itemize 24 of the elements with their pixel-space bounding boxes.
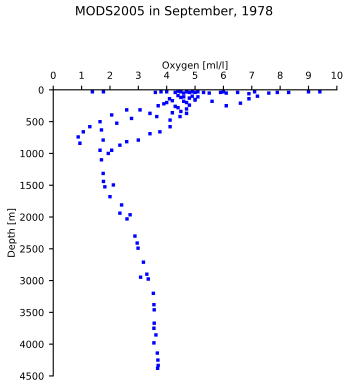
x-tick-label: 2 [108,72,112,79]
x-tick-label: 5 [192,72,198,79]
x-axis-title: Oxygen [ml/l] [162,61,228,71]
y-tick-label: 1000 [20,150,44,158]
y-tick-label: 1500 [20,182,44,190]
x-tick-label: 10 [332,72,342,79]
y-tick-label: 4000 [20,340,44,348]
y-tick-label: 3500 [20,308,44,316]
x-tick-label: 0 [50,72,56,79]
y-tick-label: 2500 [20,245,44,253]
y-tick-label: 2000 [20,213,44,221]
x-tick-label: 6 [221,72,226,79]
y-tick-label: 3000 [20,277,44,284]
y-axis-title: Depth [m] [7,208,17,257]
y-tick-label: 4500 [20,372,44,380]
x-tick-label: 4 [164,72,170,79]
y-tick-label: 0 [38,86,44,94]
x-tick-label: 1 [80,72,84,79]
x-tick-label: 8 [278,72,283,79]
chart-title: MODS2005 in September, 1978 [76,6,272,18]
x-tick-label: 7 [249,72,254,79]
x-tick-label: 3 [136,72,141,79]
x-tick-label: 9 [306,72,311,79]
y-tick-label: 500 [26,118,44,126]
